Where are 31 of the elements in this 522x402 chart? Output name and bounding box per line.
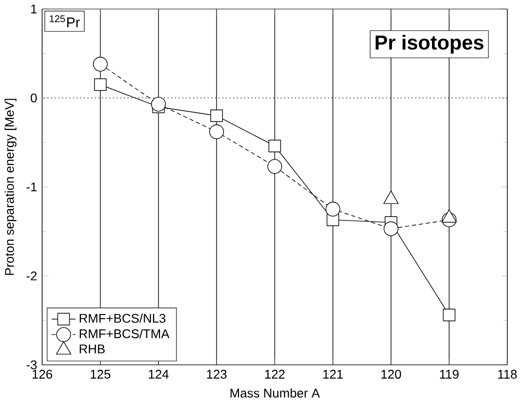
y-tick-label: -3: [26, 360, 37, 370]
legend-label: RMF+BCS/TMA: [80, 328, 170, 338]
x-tick-label: 126: [32, 370, 52, 379]
x-axis-title: Mass Number A: [230, 388, 320, 398]
y-tick-label: -1: [26, 182, 37, 192]
annotation: Pr isotopes: [376, 34, 484, 54]
point: [326, 202, 340, 216]
point: [268, 140, 281, 152]
y-tick-label: -2: [26, 271, 37, 280]
legend-label: RMF+BCS/NL3: [80, 313, 166, 323]
y-tick-label: 0: [30, 93, 37, 102]
point: [92, 56, 108, 72]
x-tick-label: 122: [265, 370, 285, 378]
x-tick-label: 121: [323, 370, 343, 378]
x-tick-label: 125: [90, 370, 110, 379]
point: [442, 308, 456, 322]
point: [151, 96, 166, 112]
y-tick-label: 1: [31, 4, 37, 14]
point: [209, 124, 224, 139]
x-tick-label: 118: [498, 370, 517, 379]
y-axis-title: Proton separation energy [MeV]: [4, 98, 16, 275]
point: [267, 158, 282, 174]
point: [210, 109, 223, 122]
point: [94, 78, 107, 91]
point: [384, 221, 398, 236]
legend-label: RHB: [80, 344, 105, 354]
x-tick-label: 124: [148, 370, 169, 378]
x-tick-label: 119: [440, 370, 459, 379]
x-tick-label: 123: [207, 370, 227, 379]
annotation: $^{125}$Pr: [50, 15, 80, 28]
x-tick-label: 120: [381, 370, 402, 379]
